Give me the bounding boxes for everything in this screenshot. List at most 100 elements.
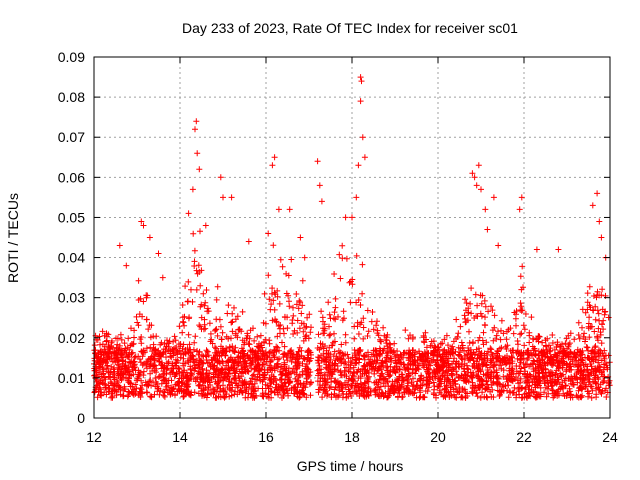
data-point bbox=[202, 222, 209, 229]
data-point bbox=[283, 270, 290, 277]
data-point bbox=[516, 206, 523, 213]
data-point bbox=[269, 285, 276, 292]
data-point bbox=[332, 295, 339, 302]
data-point bbox=[174, 357, 181, 364]
data-point bbox=[517, 307, 524, 313]
data-point bbox=[586, 283, 593, 290]
data-point bbox=[294, 329, 301, 336]
y-tick-label: 0.09 bbox=[58, 49, 85, 65]
data-point bbox=[497, 336, 504, 343]
y-tick-label: 0.07 bbox=[58, 129, 85, 145]
data-point bbox=[588, 383, 595, 390]
data-point bbox=[190, 230, 197, 237]
y-tick-label: 0.06 bbox=[58, 169, 85, 185]
data-point bbox=[328, 379, 335, 385]
data-point bbox=[118, 336, 125, 343]
data-point bbox=[522, 384, 529, 391]
data-point bbox=[495, 328, 501, 335]
data-point bbox=[544, 348, 551, 355]
data-point bbox=[99, 328, 106, 335]
data-point bbox=[472, 291, 479, 298]
data-point bbox=[579, 324, 585, 331]
data-point bbox=[490, 194, 497, 201]
data-point bbox=[592, 380, 599, 386]
data-point bbox=[203, 367, 210, 374]
data-point bbox=[143, 316, 150, 323]
data-point bbox=[191, 247, 198, 254]
data-point bbox=[314, 345, 321, 351]
data-point bbox=[473, 182, 480, 189]
data-point bbox=[195, 361, 202, 368]
data-point bbox=[326, 332, 333, 339]
data-point bbox=[347, 299, 354, 306]
data-point bbox=[133, 377, 140, 384]
data-point bbox=[316, 362, 323, 369]
data-point bbox=[308, 379, 315, 386]
data-point bbox=[518, 330, 525, 337]
data-point bbox=[481, 321, 488, 328]
data-point bbox=[343, 255, 350, 262]
data-point bbox=[482, 314, 488, 321]
data-point bbox=[197, 282, 204, 289]
data-point bbox=[567, 356, 574, 363]
data-point bbox=[160, 349, 167, 356]
x-axis-label: GPS time / hours bbox=[297, 458, 404, 474]
data-point bbox=[463, 300, 470, 306]
data-point bbox=[369, 309, 376, 315]
data-point bbox=[361, 379, 368, 386]
data-point bbox=[351, 335, 358, 342]
data-point bbox=[592, 343, 599, 350]
data-point bbox=[368, 351, 375, 358]
data-point bbox=[605, 352, 612, 359]
data-point bbox=[519, 263, 526, 270]
data-point bbox=[194, 150, 201, 157]
data-point bbox=[475, 162, 482, 169]
data-point bbox=[207, 330, 214, 337]
data-point bbox=[212, 326, 219, 333]
data-point bbox=[147, 344, 154, 351]
data-point bbox=[585, 347, 592, 354]
data-point bbox=[220, 194, 226, 201]
data-point bbox=[585, 393, 591, 400]
data-point bbox=[318, 198, 325, 205]
data-point bbox=[225, 302, 232, 309]
data-point bbox=[185, 278, 192, 285]
data-point bbox=[125, 335, 132, 342]
data-point bbox=[591, 328, 598, 335]
data-point bbox=[228, 194, 235, 201]
data-point bbox=[402, 327, 409, 334]
data-point bbox=[277, 330, 283, 337]
data-point bbox=[231, 304, 237, 311]
data-point bbox=[270, 242, 277, 249]
chart-title: Day 233 of 2023, Rate Of TEC Index for r… bbox=[182, 20, 518, 36]
data-point bbox=[269, 162, 276, 169]
data-point bbox=[487, 345, 494, 352]
data-point bbox=[246, 341, 253, 348]
y-tick-label: 0 bbox=[77, 410, 85, 426]
x-tick-label: 12 bbox=[86, 429, 102, 445]
data-point bbox=[509, 366, 516, 373]
data-point bbox=[593, 391, 600, 398]
data-point bbox=[365, 378, 372, 385]
data-point bbox=[357, 74, 364, 81]
data-point bbox=[589, 202, 596, 209]
data-point bbox=[276, 300, 283, 307]
y-tick-label: 0.05 bbox=[58, 209, 85, 225]
data-point bbox=[521, 364, 528, 371]
data-point bbox=[505, 382, 512, 389]
data-point bbox=[319, 394, 326, 401]
data-point bbox=[228, 392, 235, 399]
data-point bbox=[371, 370, 378, 377]
data-point bbox=[553, 367, 560, 374]
data-point bbox=[571, 336, 578, 343]
data-point bbox=[357, 302, 364, 308]
data-point bbox=[203, 287, 210, 293]
data-point bbox=[491, 312, 498, 319]
data-point bbox=[137, 369, 144, 376]
data-point bbox=[365, 328, 372, 335]
data-point bbox=[308, 324, 314, 331]
data-point bbox=[468, 285, 475, 292]
data-point bbox=[370, 326, 377, 333]
data-point bbox=[457, 323, 464, 330]
data-point bbox=[453, 394, 460, 401]
